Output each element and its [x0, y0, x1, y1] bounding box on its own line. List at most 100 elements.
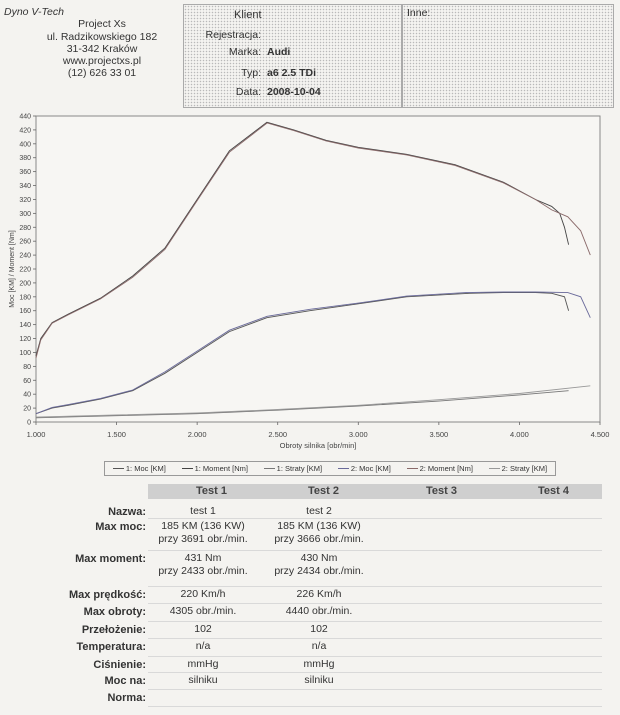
legend-swatch: [488, 468, 500, 469]
y-tick-label: 380: [19, 155, 31, 162]
col-test-1: Test 1: [196, 485, 227, 497]
legend-label: 2: Moment [Nm]: [419, 464, 473, 473]
cell-test-2: n/a: [264, 640, 374, 653]
shop-phone: (12) 626 33 01: [67, 67, 137, 80]
registration-label: Rejestracja:: [205, 29, 261, 41]
legend-item-4: 2: Moc [KM]: [337, 464, 391, 473]
row-divider: [148, 638, 602, 639]
legend-item-5: 2: Moment [Nm]: [406, 464, 473, 473]
y-tick-label: 180: [19, 294, 31, 301]
legend-swatch: [337, 468, 349, 469]
cell-value: silniku: [304, 674, 334, 686]
cell-value: 4440 obr./min.: [285, 605, 353, 617]
cell-test-1: 4305 obr./min.: [148, 605, 258, 618]
col-test-4: Test 4: [538, 485, 569, 497]
shop-city: 31-342 Kraków: [66, 42, 138, 55]
notes-box: Inne:: [402, 4, 614, 108]
y-tick-label: 280: [19, 225, 31, 232]
make-value: Audi: [267, 46, 291, 58]
cell-value: 430 Nm: [300, 552, 338, 564]
legend-item-3: 1: Straty [KM]: [263, 464, 323, 473]
x-tick-label: 1.000: [27, 430, 46, 439]
cell-value: test 2: [306, 505, 332, 517]
cell-value: 431 Nm: [184, 552, 222, 564]
x-tick-label: 4.000: [510, 430, 529, 439]
cell-test-2: mmHg: [264, 658, 374, 671]
shop-info: Dyno V-Tech Project Xs ul. Radzikowskieg…: [4, 6, 182, 80]
col-test-2: Test 2: [308, 485, 339, 497]
row-label: Max prędkość:: [68, 589, 146, 601]
cell-test-2: 226 Km/h: [264, 588, 374, 601]
legend-item-6: 2: Straty [KM]: [488, 464, 548, 473]
cell-value: n/a: [311, 640, 327, 652]
row-divider: [148, 603, 602, 604]
registration-row: Rejestracja:: [184, 29, 401, 47]
row-label: Moc na:: [104, 675, 146, 687]
make-row: Marka: Audi: [184, 46, 401, 64]
shop-name: Project Xs: [78, 18, 126, 31]
row-divider: [148, 689, 602, 690]
cell-test-2: 185 KM (136 KW) przy 3666 obr./min.: [264, 520, 374, 545]
x-tick-label: 3.000: [349, 430, 368, 439]
cell-test-1: 220 Km/h: [148, 588, 258, 601]
x-tick-label: 4.500: [591, 430, 610, 439]
type-label: Typ:: [241, 67, 261, 79]
results-table: Test 1 Test 2 Test 3 Test 4 Nazwa: test 1…: [18, 484, 602, 710]
cell-test-1: test 1: [148, 505, 258, 518]
legend-swatch: [112, 468, 124, 469]
cell-value: n/a: [195, 640, 211, 652]
cell-value: silniku: [188, 674, 218, 686]
row-divider: [148, 586, 602, 587]
y-tick-label: 320: [19, 197, 31, 204]
cell-value: 102: [310, 623, 328, 635]
notes-label: Inne:: [407, 7, 431, 19]
row-label: Max obroty:: [83, 606, 146, 618]
cell-test-1: mmHg: [148, 658, 258, 671]
y-axis-label: Moc [KM] / Moment [Nm]: [9, 230, 16, 307]
row-divider: [148, 656, 602, 657]
cell-subvalue: przy 3691 obr./min.: [158, 532, 248, 545]
cell-test-1: 185 KM (136 KW) przy 3691 obr./min.: [148, 520, 258, 545]
table-header: Test 1 Test 2 Test 3 Test 4: [148, 484, 602, 499]
row-label: Max moc:: [95, 521, 146, 533]
cell-value: 185 KM (136 KW): [277, 520, 361, 532]
cell-test-1: 431 Nm przy 2433 obr./min.: [148, 552, 258, 577]
row-label: Przełożenie:: [81, 624, 146, 636]
series-line-4: [35, 291, 591, 415]
y-tick-label: 40: [23, 392, 31, 399]
date-label: Data:: [235, 86, 261, 98]
x-tick-label: 2.500: [268, 430, 287, 439]
legend-label: 2: Straty [KM]: [501, 464, 548, 473]
series-line-2: [35, 121, 570, 357]
legend-label: 1: Moc [KM]: [125, 464, 166, 473]
y-tick-label: 420: [19, 127, 31, 134]
y-tick-label: 160: [19, 308, 31, 315]
cell-test-2: 430 Nm przy 2434 obr./min.: [264, 552, 374, 577]
make-label: Marka:: [228, 46, 261, 58]
series-line-6: [35, 385, 591, 418]
legend-swatch: [181, 468, 193, 469]
cell-test-1: 102: [148, 623, 258, 636]
cell-subvalue: przy 3666 obr./min.: [274, 532, 364, 545]
series-line-1: [35, 292, 570, 415]
y-tick-label: 200: [19, 280, 31, 287]
row-label: Max moment:: [75, 553, 146, 565]
cell-value: test 1: [190, 505, 216, 517]
dyno-chart: 0 20 40 60 80 100 120 140 160 180 200 220 240 260 280 3…: [9, 114, 610, 451]
row-label: Ciśnienie:: [93, 659, 146, 671]
x-tick-label: 3.500: [429, 430, 448, 439]
y-tick-label: 300: [19, 211, 31, 218]
shop-brand: Dyno V-Tech: [4, 6, 64, 18]
row-divider: [148, 706, 602, 707]
client-info-box: Klient Rejestracja: Marka: Audi Typ: a6 …: [183, 4, 402, 108]
y-tick-label: 120: [19, 336, 31, 343]
legend-label: 1: Straty [KM]: [276, 464, 323, 473]
cell-value: mmHg: [303, 658, 335, 670]
x-axis-label: Obroty silnika [obr/min]: [280, 441, 357, 450]
row-divider: [148, 518, 602, 519]
row-label: Temperatura:: [76, 641, 146, 653]
legend-item-1: 1: Moc [KM]: [112, 464, 166, 473]
y-tick-label: 340: [19, 183, 31, 190]
y-tick-label: 400: [19, 141, 31, 148]
y-tick-label: 260: [19, 239, 31, 246]
